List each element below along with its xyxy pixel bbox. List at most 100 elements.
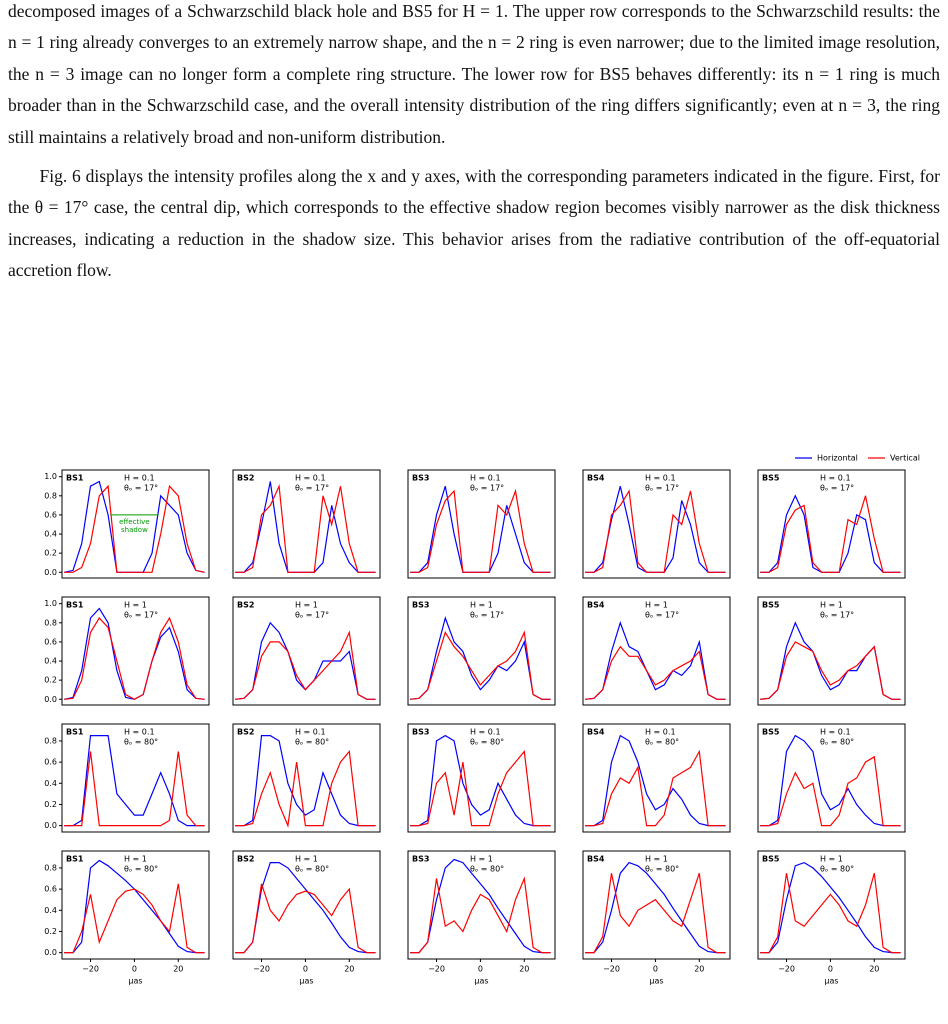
x-tick-label: 20 bbox=[173, 965, 183, 974]
y-tick-label: 0.4 bbox=[44, 906, 57, 915]
vertical-profile bbox=[235, 883, 376, 954]
x-tick-label: −20 bbox=[428, 965, 445, 974]
y-tick-label: 0.6 bbox=[44, 510, 57, 519]
x-axis-label: μas bbox=[474, 977, 488, 986]
vertical-profile bbox=[64, 883, 205, 954]
panel-frame bbox=[232, 469, 381, 579]
param-h: H = 1 bbox=[645, 601, 668, 610]
y-tick-label: 0.8 bbox=[44, 863, 57, 872]
panel-label: BS2 bbox=[237, 855, 254, 864]
vertical-profile bbox=[760, 641, 901, 700]
vertical-profile bbox=[410, 488, 551, 573]
param-theta: θₒ = 80° bbox=[124, 865, 158, 874]
panel-frame bbox=[232, 596, 381, 706]
panel-label: BS3 bbox=[412, 855, 429, 864]
panel-label: BS3 bbox=[412, 728, 429, 737]
panel-frame bbox=[757, 596, 906, 706]
param-theta: θₒ = 17° bbox=[470, 611, 504, 620]
horizontal-profile bbox=[235, 862, 376, 954]
paragraph: Fig. 6 displays the intensity profiles a… bbox=[8, 166, 940, 281]
panel-frame bbox=[61, 723, 210, 833]
panel-label: BS4 bbox=[587, 728, 605, 737]
panel-frame bbox=[757, 469, 906, 579]
x-axis-label: μas bbox=[824, 977, 838, 986]
horizontal-profile bbox=[64, 607, 205, 700]
param-h: H = 1 bbox=[820, 601, 843, 610]
y-tick-label: 0.6 bbox=[44, 758, 57, 767]
horizontal-profile bbox=[585, 861, 726, 954]
param-theta: θₒ = 80° bbox=[470, 738, 504, 747]
vertical-profile bbox=[410, 630, 551, 700]
y-tick-label: 0.8 bbox=[44, 491, 57, 500]
panel-frame bbox=[407, 850, 556, 960]
x-tick-label: 20 bbox=[519, 965, 529, 974]
param-h: H = 0.1 bbox=[470, 474, 501, 483]
vertical-profile bbox=[235, 483, 376, 573]
panel-frame bbox=[232, 850, 381, 960]
vertical-profile bbox=[760, 495, 901, 573]
vertical-profile bbox=[64, 751, 205, 827]
x-axis-label: μas bbox=[128, 977, 142, 986]
x-axis-label: μas bbox=[649, 977, 663, 986]
param-h: H = 0.1 bbox=[295, 728, 326, 737]
panel-label: BS3 bbox=[412, 474, 429, 483]
y-tick-label: 0.2 bbox=[44, 549, 57, 558]
vertical-profile bbox=[585, 645, 726, 700]
panel-label: BS1 bbox=[66, 601, 84, 610]
panel-frame bbox=[407, 469, 556, 579]
annotation: shadow bbox=[121, 526, 148, 534]
param-theta: θₒ = 80° bbox=[820, 738, 854, 747]
param-h: H = 0.1 bbox=[470, 728, 501, 737]
param-theta: θₒ = 80° bbox=[645, 865, 679, 874]
param-h: H = 1 bbox=[820, 855, 843, 864]
panel-label: BS4 bbox=[587, 474, 605, 483]
y-tick-label: 0.6 bbox=[44, 637, 57, 646]
param-h: H = 0.1 bbox=[124, 728, 155, 737]
param-theta: θₒ = 80° bbox=[645, 738, 679, 747]
x-tick-label: −20 bbox=[778, 965, 795, 974]
horizontal-profile bbox=[760, 621, 901, 700]
panel-label: BS2 bbox=[237, 474, 254, 483]
param-h: H = 1 bbox=[470, 601, 493, 610]
x-tick-label: 0 bbox=[653, 965, 658, 974]
y-tick-label: 1.0 bbox=[44, 599, 57, 608]
y-tick-label: 0.2 bbox=[44, 927, 57, 936]
panel-frame bbox=[232, 723, 381, 833]
param-theta: θₒ = 17° bbox=[820, 611, 854, 620]
param-theta: θₒ = 80° bbox=[295, 865, 329, 874]
horizontal-profile bbox=[760, 861, 901, 954]
horizontal-profile bbox=[64, 859, 205, 954]
panel-label: BS2 bbox=[237, 601, 254, 610]
x-tick-label: −20 bbox=[253, 965, 270, 974]
panel-frame bbox=[582, 850, 731, 960]
panel-label: BS1 bbox=[66, 728, 84, 737]
param-theta: θₒ = 80° bbox=[295, 738, 329, 747]
x-tick-label: 20 bbox=[344, 965, 354, 974]
annotation: effective bbox=[119, 518, 149, 526]
param-h: H = 0.1 bbox=[820, 728, 851, 737]
panel-frame bbox=[61, 850, 210, 960]
x-tick-label: 0 bbox=[828, 965, 833, 974]
panel-frame bbox=[407, 723, 556, 833]
panel-label: BS5 bbox=[762, 474, 780, 483]
y-tick-label: 0.0 bbox=[44, 821, 57, 830]
panel-label: BS1 bbox=[66, 474, 84, 483]
param-theta: θₒ = 17° bbox=[124, 484, 158, 493]
vertical-profile bbox=[585, 749, 726, 827]
param-h: H = 0.1 bbox=[124, 474, 155, 483]
param-h: H = 0.1 bbox=[645, 474, 676, 483]
panel-label: BS3 bbox=[412, 601, 429, 610]
vertical-profile bbox=[235, 630, 376, 700]
param-h: H = 0.1 bbox=[295, 474, 326, 483]
vertical-profile bbox=[64, 616, 205, 700]
horizontal-profile bbox=[410, 858, 551, 954]
y-tick-label: 0.2 bbox=[44, 800, 57, 809]
horizontal-profile bbox=[235, 735, 376, 827]
param-theta: θₒ = 17° bbox=[645, 484, 679, 493]
horizontal-profile bbox=[410, 616, 551, 700]
vertical-profile bbox=[410, 876, 551, 954]
panel-frame bbox=[407, 596, 556, 706]
y-tick-label: 0.0 bbox=[44, 695, 57, 704]
